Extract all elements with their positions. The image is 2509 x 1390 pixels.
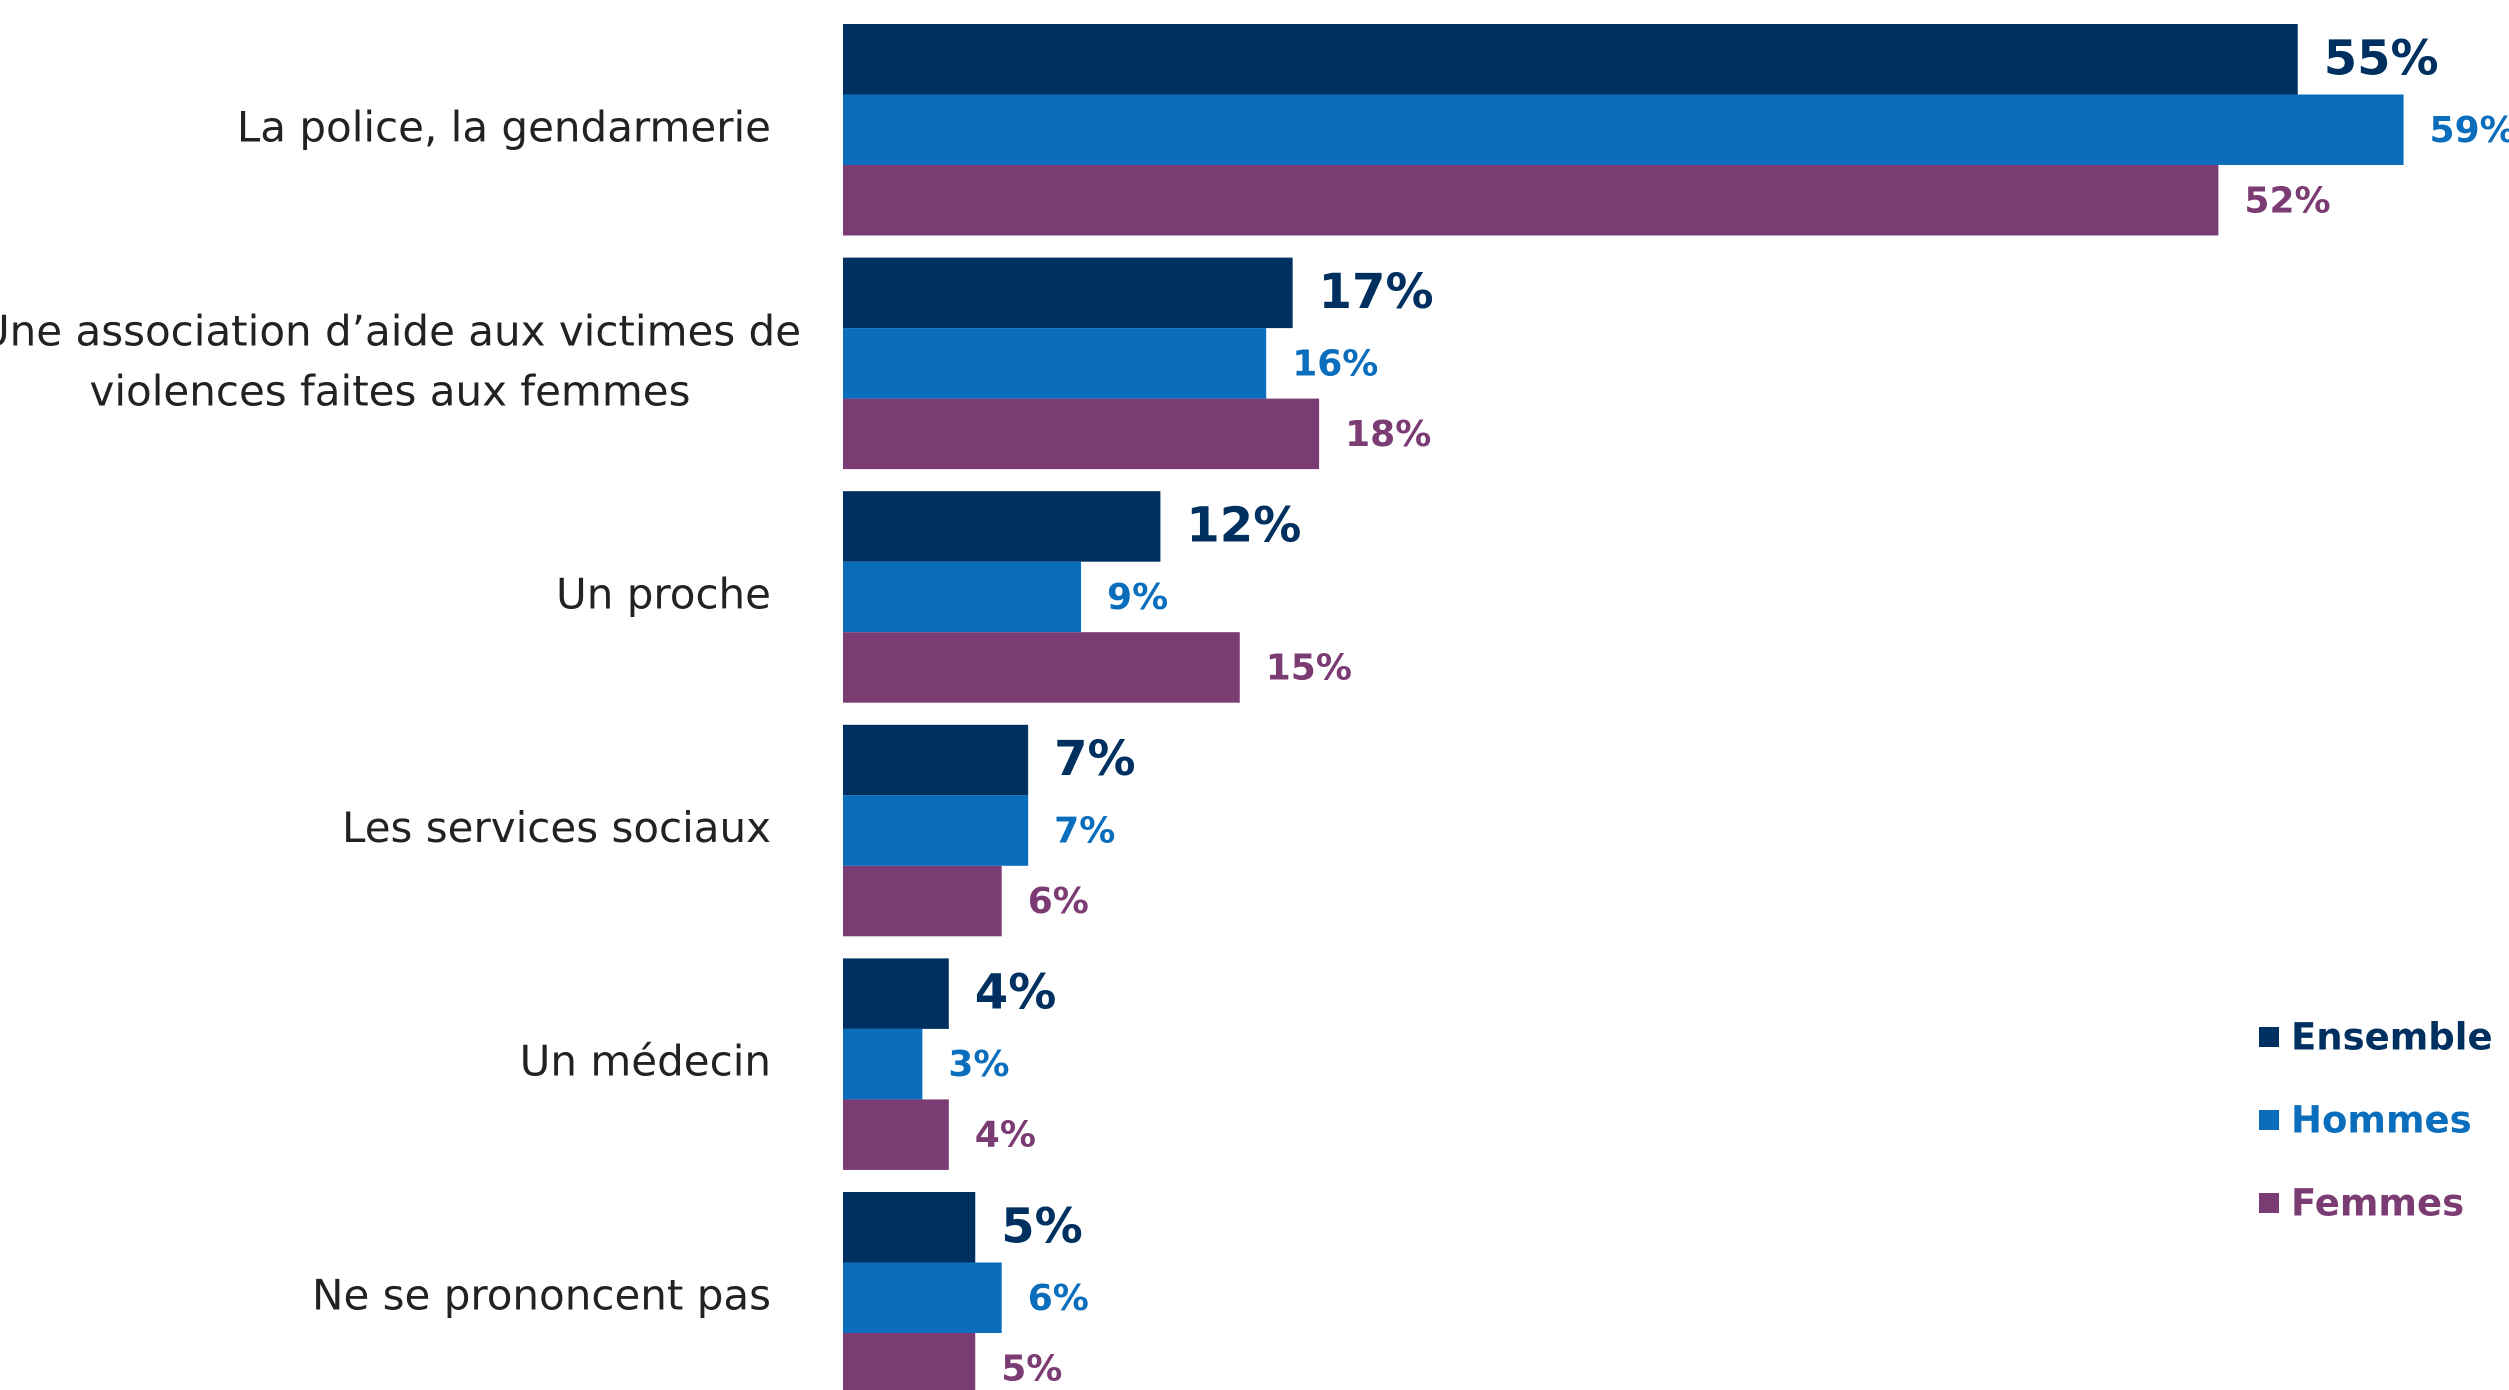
value-label: 7% bbox=[1054, 731, 1136, 787]
category-label: Un proche bbox=[556, 569, 771, 618]
bar bbox=[843, 398, 1320, 470]
legend-label: Femmes bbox=[2291, 1182, 2464, 1225]
legend-swatch bbox=[2259, 1027, 2279, 1047]
value-label: 6% bbox=[1028, 1278, 1089, 1319]
value-label: 15% bbox=[1266, 647, 1352, 688]
bar bbox=[843, 795, 1029, 866]
bar bbox=[843, 865, 1002, 937]
bar bbox=[843, 257, 1293, 329]
bar bbox=[843, 632, 1240, 703]
bar bbox=[843, 328, 1267, 399]
bar bbox=[843, 165, 2219, 236]
value-label: 5% bbox=[1001, 1348, 1062, 1389]
value-label: 52% bbox=[2244, 180, 2330, 221]
value-label: 7% bbox=[1054, 811, 1115, 852]
value-label: 16% bbox=[1292, 343, 1378, 384]
category-label: La police, la gendarmerie bbox=[237, 102, 771, 151]
bar bbox=[843, 24, 2298, 95]
bar bbox=[843, 94, 2404, 165]
bar bbox=[843, 1333, 976, 1390]
value-label: 5% bbox=[1001, 1198, 1083, 1254]
bar bbox=[843, 1028, 923, 1100]
value-label: 4% bbox=[975, 965, 1057, 1021]
value-label: 4% bbox=[975, 1115, 1036, 1156]
value-label: 3% bbox=[948, 1044, 1009, 1085]
legend-swatch bbox=[2259, 1110, 2279, 1130]
category-label: Les services sociaux bbox=[342, 803, 771, 852]
legend-label: Hommes bbox=[2291, 1099, 2472, 1142]
category-label: Un médecin bbox=[520, 1037, 771, 1086]
value-label: 9% bbox=[1107, 577, 1168, 618]
bar bbox=[843, 1262, 1002, 1333]
bar bbox=[843, 1099, 949, 1170]
value-label: 18% bbox=[1345, 414, 1431, 455]
bar bbox=[843, 958, 949, 1029]
bar bbox=[843, 1192, 976, 1263]
bar bbox=[843, 561, 1082, 633]
value-label: 6% bbox=[1028, 881, 1089, 922]
value-label: 12% bbox=[1186, 497, 1301, 553]
category-label: Une association d’aide aux victimes de vi… bbox=[0, 306, 801, 415]
bar bbox=[843, 491, 1161, 562]
value-label: 17% bbox=[1319, 264, 1434, 320]
category-label: Ne se prononcent pas bbox=[312, 1270, 771, 1319]
value-label: 55% bbox=[2324, 30, 2439, 86]
bar bbox=[843, 724, 1029, 796]
legend-swatch bbox=[2259, 1193, 2279, 1213]
value-label: 59% bbox=[2430, 110, 2509, 151]
legend-label: Ensemble bbox=[2291, 1016, 2493, 1059]
